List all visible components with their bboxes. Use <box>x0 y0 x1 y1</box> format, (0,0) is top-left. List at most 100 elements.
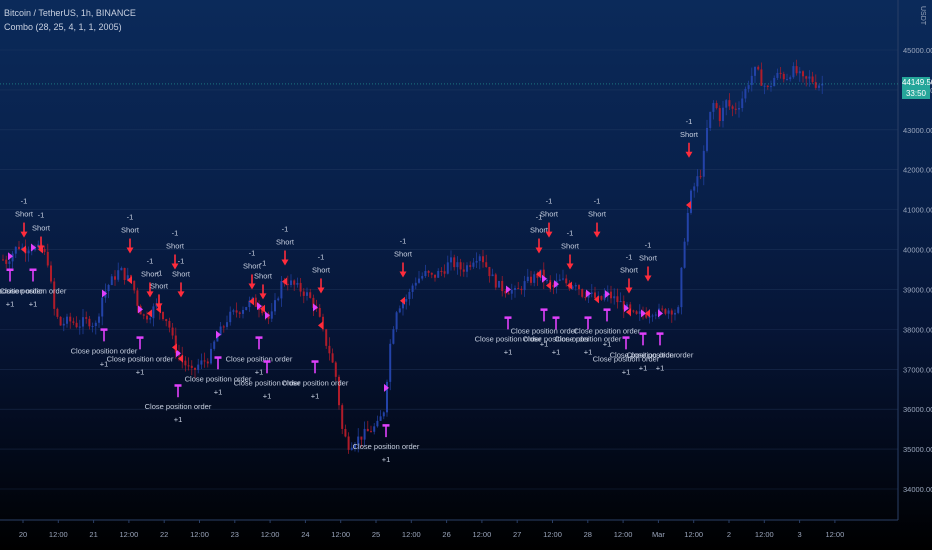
candle-body <box>725 100 728 108</box>
close-arrow-bar-icon <box>174 384 182 387</box>
candle-body <box>744 88 747 99</box>
candle-body <box>392 329 395 344</box>
candle-body <box>373 426 376 432</box>
time-tick-label: 12:00 <box>402 530 421 539</box>
candle-body <box>370 431 372 433</box>
close-size-label: +1 <box>382 455 391 464</box>
short-arrowhead-icon <box>399 271 407 278</box>
candle-body <box>686 212 689 242</box>
candle-body <box>245 307 248 311</box>
candle-body <box>248 300 251 308</box>
entry-marker-icon <box>506 285 511 294</box>
candle-body <box>795 66 798 74</box>
candle-body <box>142 314 145 316</box>
candle-body <box>450 257 452 263</box>
candle-body <box>651 315 654 317</box>
short-arrowhead-icon <box>535 247 543 254</box>
candle-body <box>498 280 500 288</box>
candle-body <box>389 343 392 382</box>
candle-body <box>750 75 753 86</box>
candle-body <box>72 321 75 323</box>
candle-body <box>306 292 308 296</box>
candle-body <box>523 281 526 291</box>
candle-body <box>571 286 574 289</box>
short-label: Short <box>121 226 140 235</box>
candle-body <box>350 447 353 450</box>
candle-body <box>190 365 193 368</box>
candle-body <box>216 335 219 342</box>
short-size-label: -1 <box>594 197 601 206</box>
entry-marker-icon <box>624 304 629 313</box>
candle-body <box>427 270 430 273</box>
candle-body <box>814 82 817 88</box>
candle-body <box>731 106 734 109</box>
close-arrow-bar-icon <box>622 336 630 339</box>
candle-body <box>802 71 804 77</box>
short-label: Short <box>588 210 607 219</box>
short-label: Short <box>394 249 413 258</box>
candle-body <box>302 291 305 296</box>
candle-body <box>667 310 670 314</box>
candle-body <box>2 259 4 261</box>
candle-body <box>786 79 788 81</box>
close-order-label: Close position order <box>0 287 44 296</box>
candle-body <box>357 436 360 445</box>
candle-body <box>770 86 772 88</box>
candle-body <box>331 353 334 363</box>
candle-body <box>603 293 606 300</box>
close-size-label: +1 <box>504 347 513 356</box>
candle-body <box>280 281 283 299</box>
candle-body <box>587 293 590 298</box>
candles-group <box>2 59 824 454</box>
candle-body <box>414 282 417 286</box>
short-arrowhead-icon <box>593 231 601 238</box>
close-size-label: +1 <box>255 367 264 376</box>
candle-body <box>699 176 702 178</box>
short-size-label: -1 <box>127 213 134 222</box>
indicator-legend[interactable]: Combo (28, 25, 4, 1, 1, 2005) <box>4 22 122 32</box>
close-size-label: +1 <box>639 363 648 372</box>
entry-marker-icon <box>384 383 389 392</box>
close-arrow-bar-icon <box>214 356 222 359</box>
price-tick-label: 45000.00 <box>903 46 932 55</box>
candle-body <box>382 412 385 417</box>
candle-body <box>88 318 91 327</box>
candle-body <box>424 270 427 277</box>
close-size-label: +1 <box>214 387 223 396</box>
short-label: Short <box>680 130 699 139</box>
close-order-label: Close position order <box>107 354 174 363</box>
candle-body <box>270 311 273 319</box>
candle-body <box>706 127 708 151</box>
close-order-label: Close position order <box>234 378 301 387</box>
exit-marker-icon <box>626 308 631 317</box>
close-size-label: +1 <box>552 347 561 356</box>
candle-body <box>741 98 744 109</box>
candle-body <box>309 292 312 298</box>
candle-body <box>395 312 398 330</box>
price-tick-label: 36000.00 <box>903 405 932 414</box>
candle-body <box>354 444 356 448</box>
short-size-label: -1 <box>318 252 325 261</box>
candle-body <box>120 267 123 271</box>
candle-body <box>136 290 139 306</box>
candle-body <box>619 301 622 303</box>
candle-body <box>789 77 792 80</box>
candle-body <box>274 300 276 312</box>
exit-marker-icon <box>282 277 287 286</box>
candle-body <box>670 310 673 315</box>
candle-body <box>213 341 216 349</box>
candle-body <box>536 274 539 278</box>
price-tick-label: 40000.00 <box>903 246 932 255</box>
close-order-label: Close position order <box>145 402 212 411</box>
candle-body <box>453 257 456 268</box>
candle-body <box>718 108 721 122</box>
close-order-label: Close position order <box>610 350 677 359</box>
candle-body <box>709 111 712 128</box>
close-arrow-bar-icon <box>100 328 108 331</box>
candle-body <box>469 265 472 267</box>
candle-body <box>78 326 81 328</box>
close-arrow-bar-icon <box>656 332 664 335</box>
short-size-label: -1 <box>21 197 28 206</box>
close-size-label: +1 <box>622 367 631 376</box>
